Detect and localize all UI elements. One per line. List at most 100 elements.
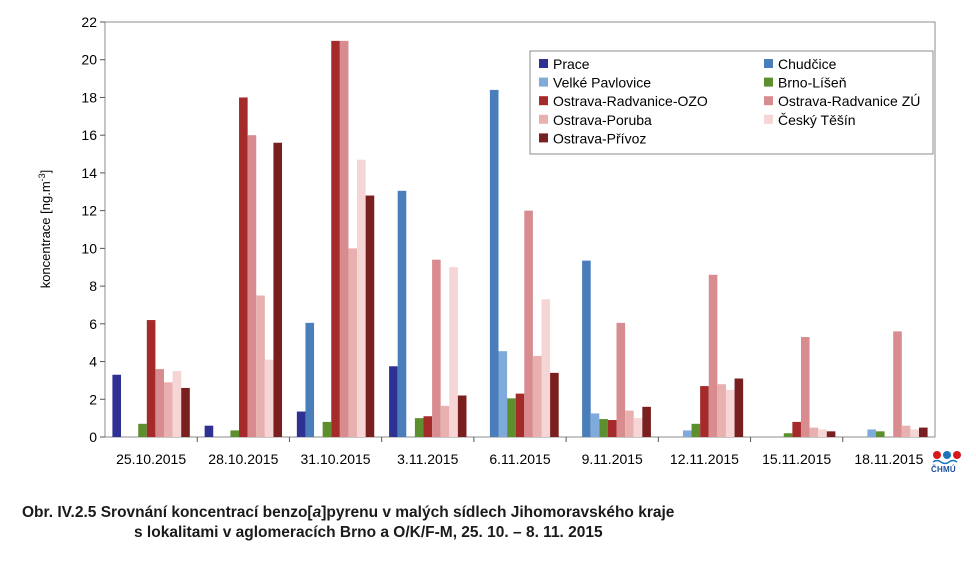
legend-swatch	[764, 114, 773, 124]
legend-label: Ostrava-Poruba	[553, 112, 652, 128]
logo-wave	[932, 459, 958, 465]
x-tick-label: 6.11.2015	[489, 451, 550, 467]
caption-line-2: s lokalitami v aglomeracích Brno a O/K/F…	[134, 524, 603, 541]
bar-velk-pavlovice-8	[867, 429, 876, 437]
y-tick-label: 16	[81, 127, 97, 143]
bar-ostrava-radvanice-ozo-6	[700, 386, 709, 437]
bar--esk-t-n-6	[725, 389, 735, 437]
bar-ostrava-radvanice-ozo-3	[423, 416, 433, 437]
bar-ostrava-radvanice-z--2	[339, 40, 349, 437]
bar-ostrava-poruba-3	[440, 405, 450, 437]
y-tick-label: 0	[89, 429, 97, 445]
bar-brno-l-e--0	[138, 423, 147, 437]
bar-chud-ice-3	[397, 190, 407, 437]
y-axis-title: koncentrace [ng.m-3]	[37, 170, 53, 289]
bar-brno-l-e--2	[322, 421, 332, 437]
x-tick-label: 28.10.2015	[208, 451, 278, 467]
bar-brno-l-e--5	[599, 419, 608, 437]
bar-ostrava-poruba-2	[348, 248, 358, 437]
bar-ostrava-radvanice-ozo-4	[515, 393, 525, 437]
bar-ostrava-poruba-5	[625, 410, 634, 437]
bar-ostrava-poruba-1	[256, 295, 265, 437]
y-tick-label: 14	[81, 165, 97, 181]
legend: Prace Chudčice Velké Pavlovice Brno-Líšeň Os…	[529, 50, 934, 155]
legend-swatch	[539, 77, 548, 87]
bar-chud-ice-2	[305, 322, 315, 437]
bar-ostrava-poruba-4	[532, 355, 542, 437]
legend-box	[529, 50, 934, 155]
legend-label: Ostrava-Radvanice-OZO	[553, 93, 708, 109]
bar-ostrava-radvanice-z--1	[247, 135, 257, 437]
axes: 0 2 4 6 8 10 12 14 16 18 20 22 25.10.2015 28.10.2015 3…	[81, 14, 923, 467]
chmu-logo	[932, 451, 961, 465]
bar-ostrava-radvanice-z--5	[616, 322, 626, 437]
x-tick-label: 25.10.2015	[116, 451, 186, 467]
y-tick-label: 4	[89, 354, 97, 370]
bar-ostrava-p-voz-0	[181, 387, 190, 437]
x-tick-label: 18.11.2015	[854, 451, 923, 467]
x-tick-label: 9.11.2015	[582, 451, 643, 467]
bar-ostrava-p-voz-8	[918, 427, 928, 437]
legend-label: Prace	[553, 56, 590, 72]
bar-brno-l-e--8	[875, 431, 885, 437]
legend-swatch	[539, 59, 548, 68]
bar--esk-t-n-3	[449, 267, 458, 437]
bar-chud-ice-5	[582, 260, 591, 437]
legend-label: Brno-Líšeň	[778, 75, 846, 91]
bar-ostrava-radvanice-ozo-1	[239, 97, 248, 438]
bar--esk-t-n-1	[264, 359, 274, 437]
bar-brno-l-e--6	[691, 423, 701, 437]
bar-chud-ice-4	[489, 89, 499, 437]
bar-ostrava-radvanice-z--0	[155, 369, 165, 437]
bar-ostrava-p-voz-2	[365, 195, 375, 437]
legend-swatch	[539, 114, 548, 124]
y-tick-label: 2	[89, 391, 97, 407]
legend-swatch	[764, 59, 773, 68]
bar-prace-2	[296, 411, 306, 437]
chart: 0 2 4 6 8 10 12 14 16 18 20 22 25.10.2015 28.10.2015 3…	[37, 14, 936, 467]
legend-label: Chudčice	[778, 56, 837, 72]
x-tick-label: 15.11.2015	[762, 451, 831, 467]
caption-line-1: Obr. IV.2.5 Srovnání koncentrací benzo[a…	[22, 504, 675, 521]
logo-dot-red-right	[953, 451, 961, 459]
x-tick-label: 31.10.2015	[301, 451, 371, 467]
y-tick-label: 22	[81, 14, 97, 30]
legend-swatch	[539, 96, 548, 106]
logo-dot-blue	[943, 451, 951, 459]
bar-prace-0	[112, 374, 122, 437]
x-tick-label: 12.11.2015	[670, 451, 739, 467]
bars	[112, 40, 928, 438]
bar-brno-l-e--3	[414, 418, 424, 437]
bar-ostrava-poruba-0	[164, 382, 173, 437]
bar-ostrava-radvanice-z--4	[524, 210, 533, 437]
bar-ostrava-p-voz-1	[273, 142, 283, 437]
legend-swatch	[764, 77, 773, 87]
bar-brno-l-e--7	[783, 433, 793, 437]
bar-ostrava-radvanice-z--3	[432, 259, 441, 437]
bar-ostrava-poruba-7	[809, 427, 819, 437]
bar-ostrava-p-voz-6	[734, 378, 744, 437]
bar-brno-l-e--4	[507, 398, 516, 437]
bar-brno-l-e--1	[230, 430, 240, 437]
bar-ostrava-poruba-6	[717, 384, 726, 437]
legend-label: Český Těšín	[778, 112, 856, 128]
bar--esk-t-n-0	[172, 370, 182, 437]
legend-swatch	[539, 133, 548, 143]
bar-velk-pavlovice-6	[682, 430, 692, 437]
figure-caption: Obr. IV.2.5 Srovnání koncentrací benzo[a…	[22, 503, 674, 543]
logo-text: ČHMÚ	[931, 465, 956, 474]
y-tick-label: 6	[89, 316, 97, 332]
bar-ostrava-radvanice-ozo-7	[792, 421, 801, 437]
bar-ostrava-radvanice-ozo-0	[146, 320, 156, 437]
logo-dot-red-left	[933, 451, 941, 459]
y-tick-label: 12	[81, 203, 97, 219]
x-tick-label: 3.11.2015	[397, 451, 458, 467]
bar-velk-pavlovice-5	[590, 413, 600, 437]
bar-ostrava-p-voz-3	[457, 395, 467, 437]
y-tick-label: 8	[89, 278, 97, 294]
y-tick-label: 10	[81, 240, 97, 256]
bar-ostrava-radvanice-z--6	[708, 274, 718, 437]
y-tick-label: 20	[81, 52, 97, 68]
legend-label: Ostrava-Radvanice ZÚ	[778, 93, 920, 109]
bar--esk-t-n-2	[357, 159, 366, 438]
